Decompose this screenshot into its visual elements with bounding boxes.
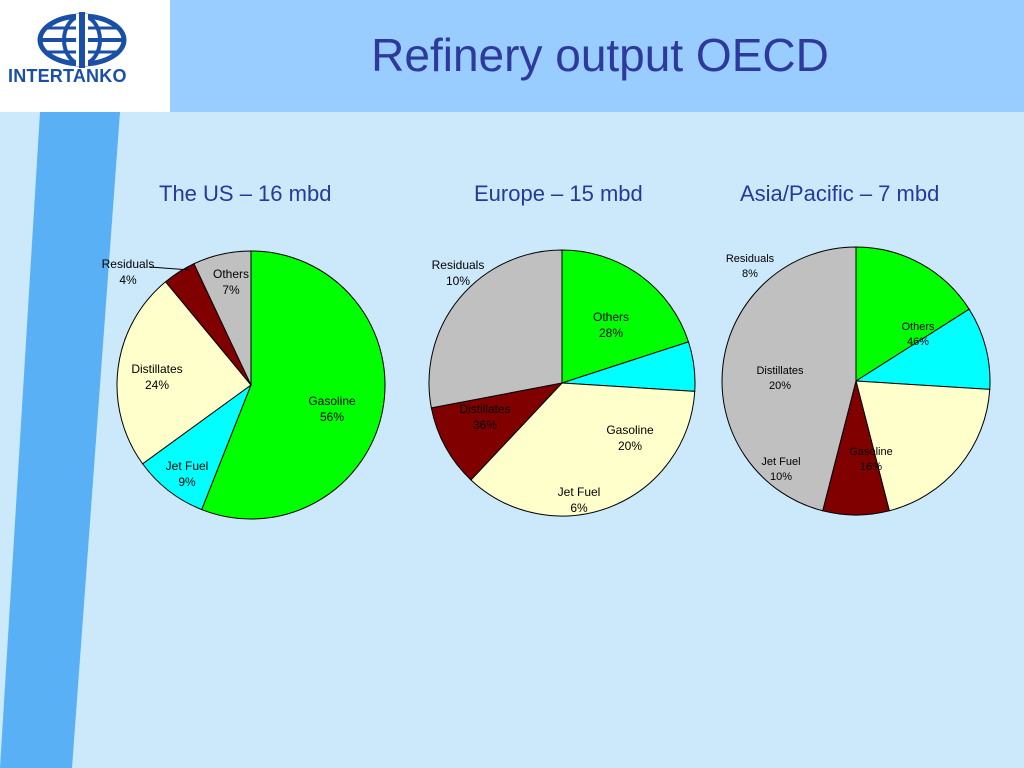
slice-value-distillates: 36% — [473, 418, 497, 432]
slice-value-others: 46% — [907, 336, 929, 348]
slice-label-residuals: Residuals — [432, 258, 485, 272]
slice-label-jet-fuel: Jet Fuel — [166, 459, 209, 473]
pie-slice-others — [428, 249, 563, 409]
slice-label-others: Others — [213, 267, 249, 281]
header-band — [170, 0, 1024, 112]
slice-label-others: Others — [901, 321, 935, 333]
slice-value-gasoline: 20% — [618, 439, 642, 453]
slice-value-gasoline: 56% — [320, 410, 344, 424]
slice-value-jet-fuel: 10% — [770, 471, 792, 483]
slice-label-residuals: Residuals — [102, 257, 155, 271]
pie-title-us: The US – 16 mbd — [159, 181, 332, 206]
side-band — [0, 112, 120, 768]
pie-slice-others — [721, 246, 857, 512]
slice-label-gasoline: Gasoline — [308, 394, 356, 408]
logo: INTERTANKO — [0, 0, 170, 112]
pie-slice-others — [193, 250, 252, 386]
slide-title: Refinery output OECD — [371, 29, 829, 81]
slice-label-jet-fuel: Jet Fuel — [558, 485, 601, 499]
slice-value-distillates: 24% — [145, 378, 169, 392]
slice-label-distillates: Distillates — [131, 362, 182, 376]
pie-slice-distillates — [470, 382, 696, 517]
slice-label-distillates: Distillates — [459, 402, 510, 416]
slice-label-residuals: Residuals — [726, 253, 775, 265]
pie-title-europe: Europe – 15 mbd — [474, 181, 643, 206]
slice-value-residuals: 8% — [742, 268, 758, 280]
slice-value-residuals: 10% — [446, 274, 470, 288]
slice-value-gasoline: 16% — [860, 461, 882, 473]
slice-label-gasoline: Gasoline — [849, 446, 892, 458]
slice-value-others: 28% — [599, 326, 623, 340]
pie-slice-gasoline — [201, 250, 386, 520]
slice-value-jet-fuel: 6% — [570, 501, 588, 515]
slice-label-others: Others — [593, 310, 629, 324]
pie-slice-distillates — [116, 281, 252, 465]
pie-slice-jet-fuel — [854, 308, 991, 390]
leader-line-residuals — [149, 266, 191, 271]
pie-title-asia: Asia/Pacific – 7 mbd — [740, 181, 940, 206]
slice-value-residuals: 4% — [119, 273, 137, 287]
slice-value-distillates: 20% — [769, 380, 791, 392]
pie-slice-residuals — [430, 382, 564, 481]
logo-text: INTERTANKO — [8, 66, 127, 86]
pie-slice-distillates — [855, 380, 991, 512]
slice-value-jet-fuel: 9% — [178, 475, 196, 489]
slice-label-distillates: Distillates — [756, 365, 804, 377]
slice-value-others: 7% — [222, 283, 240, 297]
pie-slice-gasoline — [855, 246, 970, 382]
globe-icon — [37, 12, 127, 68]
pie-slice-gasoline — [561, 249, 690, 384]
slice-label-jet-fuel: Jet Fuel — [761, 456, 800, 468]
slice-label-gasoline: Gasoline — [606, 423, 654, 437]
